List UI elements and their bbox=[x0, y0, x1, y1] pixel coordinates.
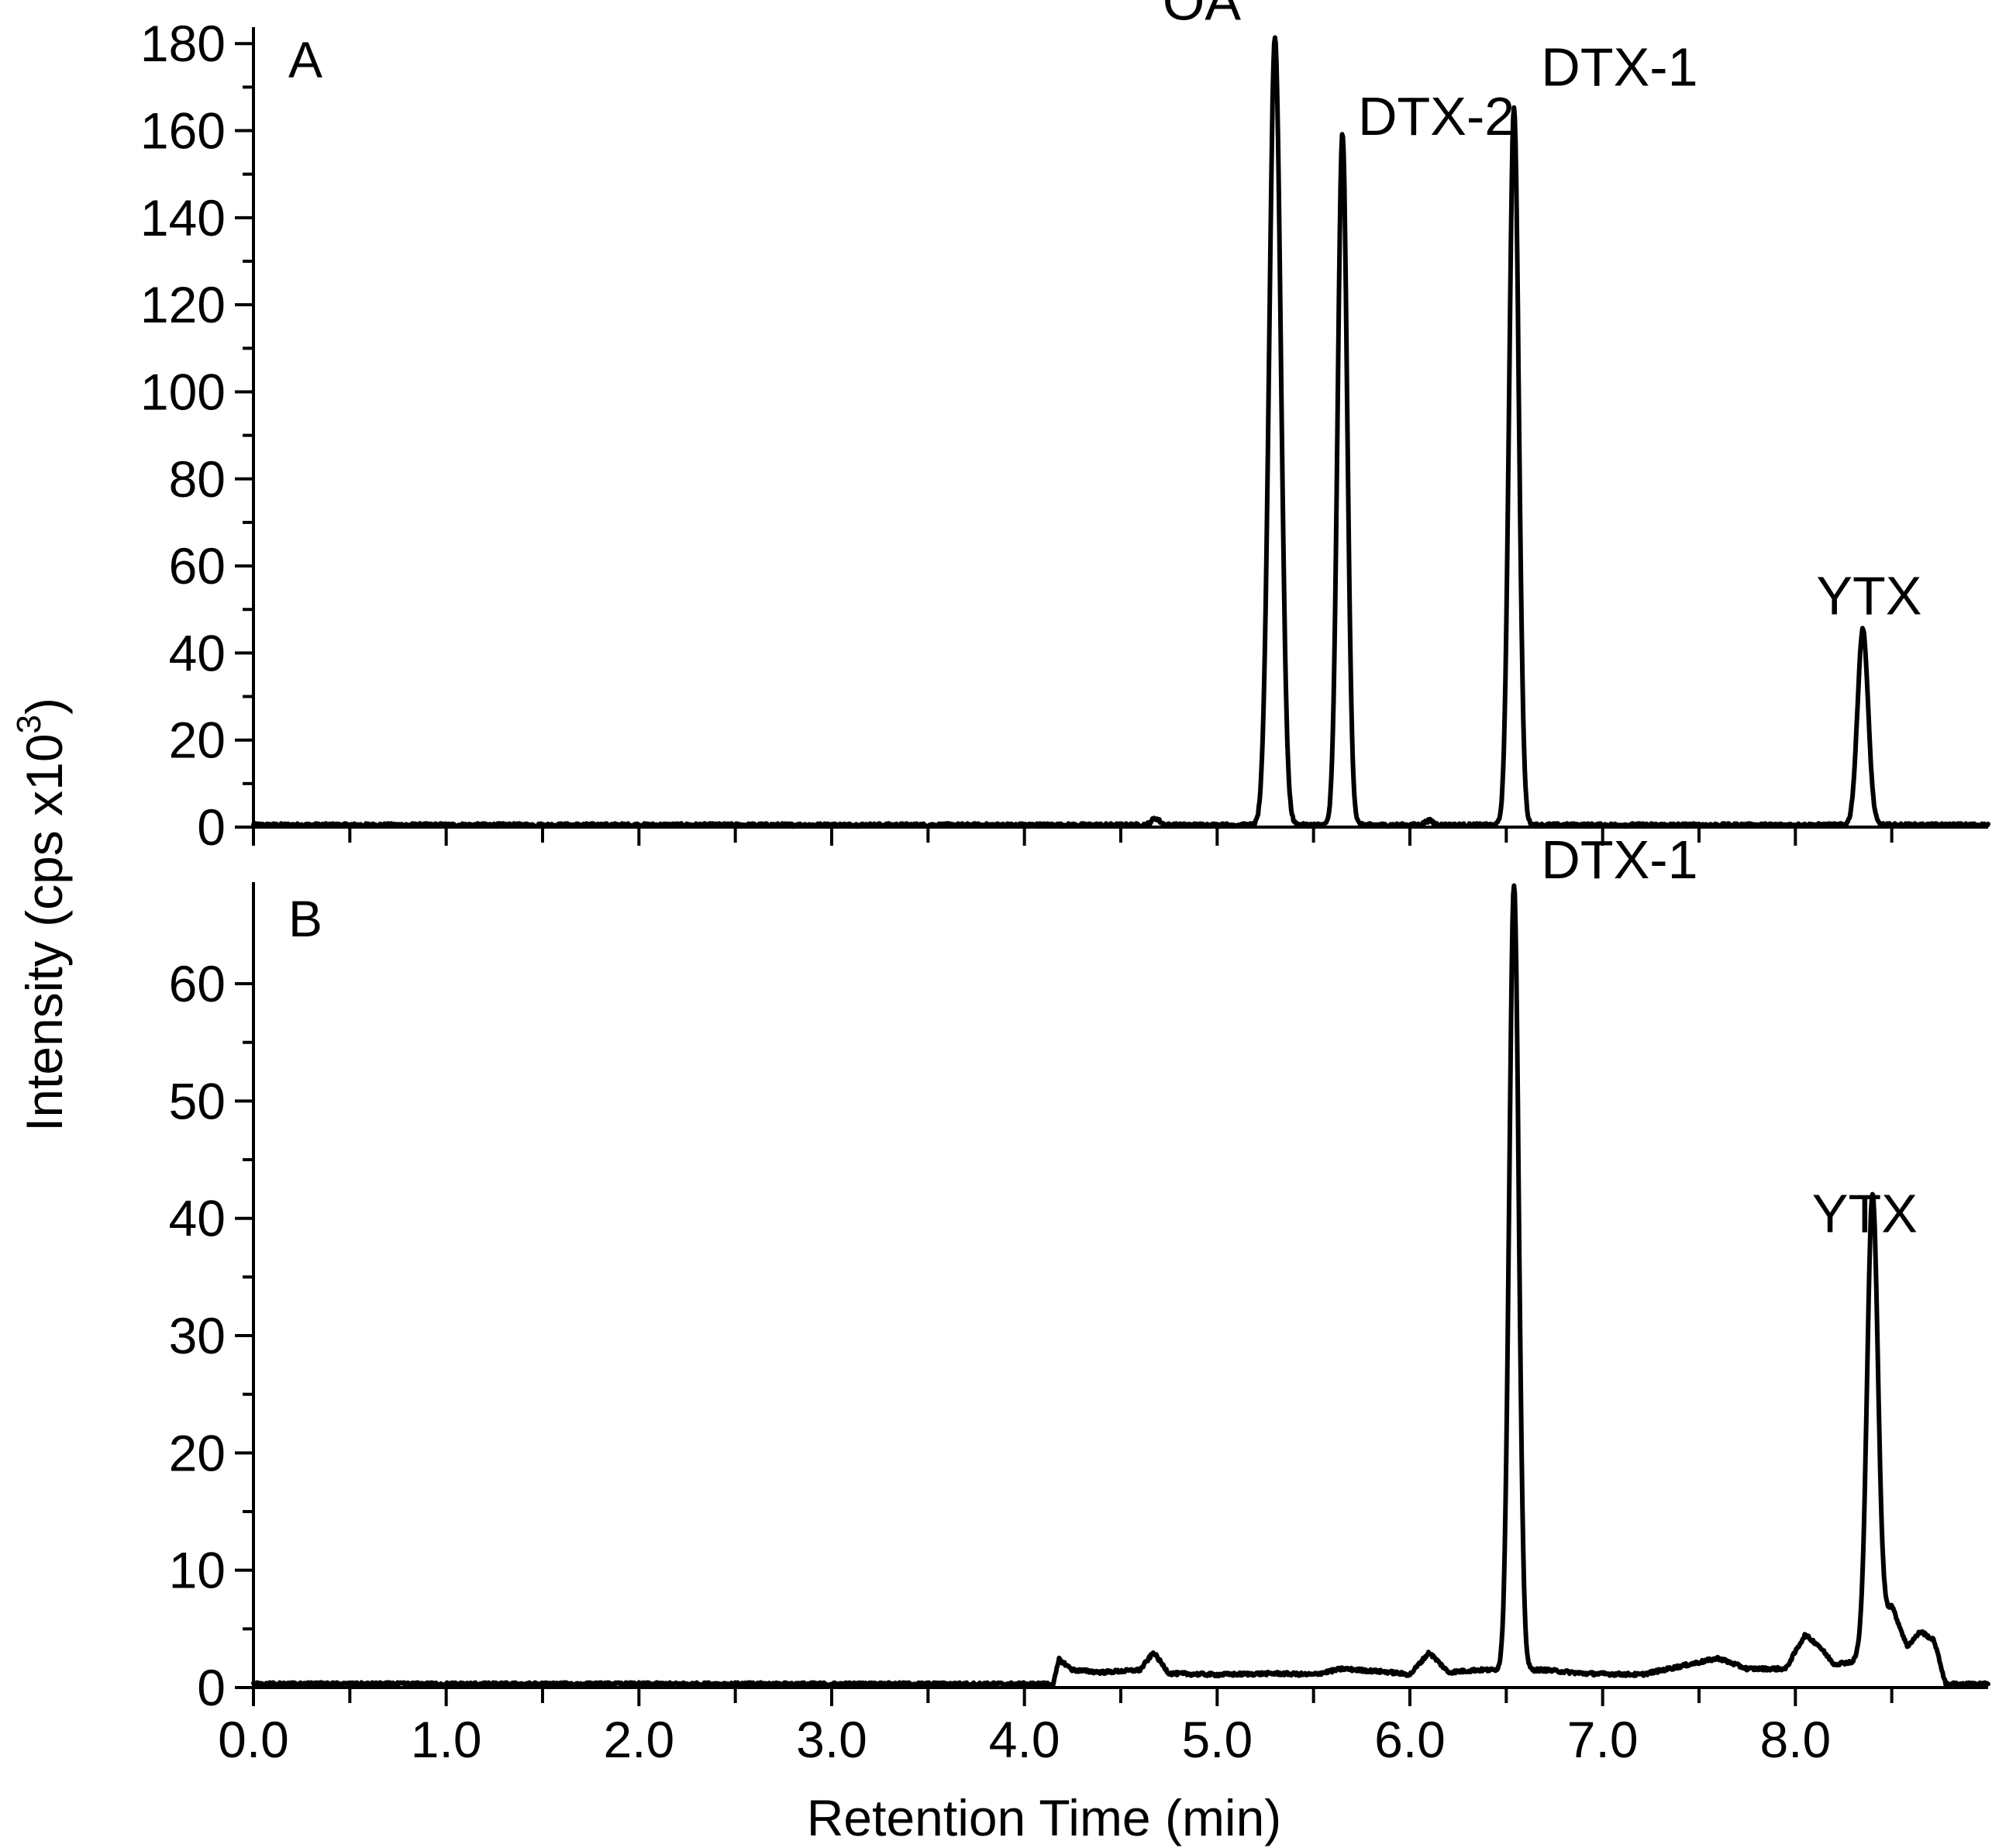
y-tick-label: 50 bbox=[169, 1072, 226, 1129]
y-axis-title-main: Intensity (cps x10 bbox=[16, 733, 73, 1132]
y-tick-label: 0 bbox=[197, 1659, 226, 1716]
y-tick-label: 30 bbox=[169, 1307, 226, 1364]
x-tick-label: 6.0 bbox=[1374, 1711, 1446, 1768]
x-tick-label: 0.0 bbox=[218, 1711, 289, 1768]
y-tick-label: 160 bbox=[140, 102, 226, 160]
y-tick-label: 40 bbox=[169, 1190, 226, 1247]
peak-label: OA bbox=[1163, 0, 1241, 32]
y-tick-label: 120 bbox=[140, 276, 226, 333]
x-tick-label: 5.0 bbox=[1181, 1711, 1253, 1768]
panel-b: B bbox=[288, 890, 322, 947]
panel-a-label: A bbox=[288, 31, 322, 88]
y-tick-label: 10 bbox=[169, 1542, 226, 1599]
x-tick-label: 1.0 bbox=[411, 1711, 482, 1768]
y-axis-title-close: ) bbox=[16, 698, 73, 715]
x-tick-label: 7.0 bbox=[1567, 1711, 1639, 1768]
y-tick-label: 80 bbox=[169, 450, 226, 508]
chromatogram-trace bbox=[251, 35, 1990, 829]
x-tick-label: 3.0 bbox=[796, 1711, 867, 1768]
x-axis-title: Retention Time (min) bbox=[807, 1789, 1282, 1846]
panel-b-label: B bbox=[288, 890, 322, 947]
peak-label: YTX bbox=[1812, 1184, 1918, 1244]
y-tick-label: 100 bbox=[140, 363, 226, 420]
peak-label: DTX-2 bbox=[1358, 86, 1515, 147]
chromatogram-trace bbox=[251, 883, 1990, 1688]
peak-label: DTX-1 bbox=[1541, 36, 1697, 97]
y-tick-label: 60 bbox=[169, 955, 226, 1012]
x-tick-label: 8.0 bbox=[1759, 1711, 1831, 1768]
peak-label: DTX-1 bbox=[1541, 829, 1697, 890]
panel-a: A bbox=[288, 31, 322, 88]
y-tick-label: 20 bbox=[169, 1424, 226, 1481]
x-tick-label: 4.0 bbox=[989, 1711, 1060, 1768]
peak-label: YTX bbox=[1816, 565, 1921, 626]
panel-a-plot: 0 20 40 60 80 100 120 140 160 180 OA DTX-2 DTX-1 YTX bbox=[140, 0, 1990, 856]
y-tick-label: 40 bbox=[169, 624, 226, 681]
y-axis-title-exponent: 3 bbox=[10, 715, 48, 733]
y-tick-label: 140 bbox=[140, 189, 226, 247]
y-tick-label: 180 bbox=[140, 15, 226, 72]
x-tick-label: 2.0 bbox=[603, 1711, 674, 1768]
y-tick-label: 60 bbox=[169, 537, 226, 595]
panel-b-plot: 0 10 20 30 40 50 60 0.0 1.0 2.0 3.0 4.0 5.0 6.0 7.0 8.0… bbox=[169, 829, 1990, 1768]
y-axis-title: Intensity (cps x103) bbox=[10, 698, 73, 1132]
y-tick-label: 0 bbox=[197, 798, 226, 856]
y-tick-label: 20 bbox=[169, 712, 226, 769]
